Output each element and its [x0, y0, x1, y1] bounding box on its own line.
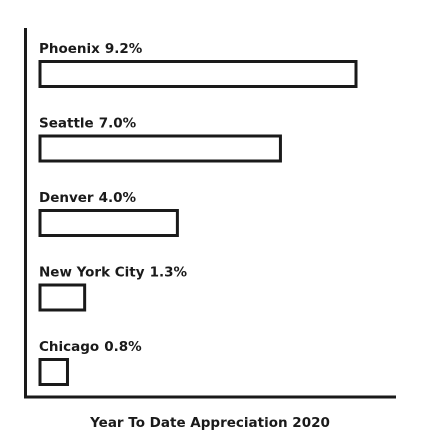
- value-label: 9.2%: [105, 41, 143, 57]
- chart-title: Year To Date Appreciation 2020: [89, 415, 330, 431]
- category-label: Phoenix: [39, 41, 100, 57]
- bar-label: Denver 4.0%: [39, 190, 137, 206]
- bar-label: Seattle 7.0%: [39, 116, 137, 132]
- value-label: 1.3%: [150, 265, 188, 281]
- bar: [38, 283, 87, 312]
- bar: [38, 60, 358, 88]
- value-label: 7.0%: [99, 116, 137, 132]
- bar: [38, 209, 179, 237]
- bar: [38, 358, 69, 386]
- value-label: 4.0%: [99, 190, 137, 206]
- category-label: Denver: [39, 190, 94, 206]
- bar-label: Chicago 0.8%: [39, 339, 142, 355]
- bar-label: New York City 1.3%: [39, 265, 187, 281]
- category-label: New York City: [39, 265, 145, 281]
- category-label: Seattle: [39, 116, 94, 132]
- category-label: Chicago: [39, 339, 99, 355]
- bar-label: Phoenix 9.2%: [39, 41, 143, 57]
- bar: [38, 134, 282, 163]
- value-label: 0.8%: [104, 339, 142, 355]
